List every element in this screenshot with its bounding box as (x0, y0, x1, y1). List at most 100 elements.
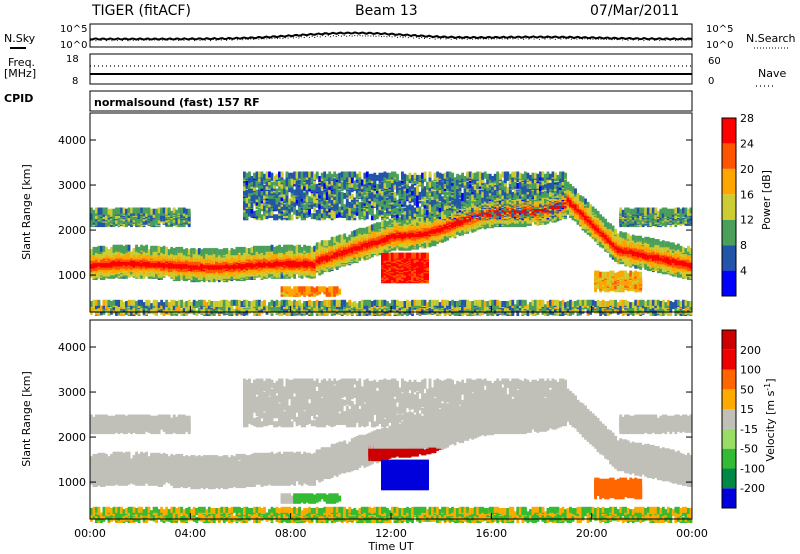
power-cell (373, 214, 377, 221)
power-cell (243, 183, 246, 190)
power-cell (135, 244, 139, 251)
power-cell (373, 223, 377, 230)
power-cell (202, 299, 206, 306)
power-cell (381, 200, 384, 207)
power-cell (263, 173, 266, 180)
power-cell (253, 180, 256, 187)
power-cell (288, 186, 292, 193)
power-cell (370, 214, 374, 221)
power-cell (253, 245, 256, 252)
power-cell (253, 194, 256, 200)
power-cell (293, 245, 297, 252)
power-cell (202, 252, 206, 259)
power-cell (345, 198, 349, 205)
power-cell (233, 249, 236, 256)
power-cell (360, 227, 364, 234)
power-cell (383, 223, 387, 230)
power-cell (142, 302, 146, 309)
power-cell (263, 185, 266, 191)
power-cell (195, 301, 199, 307)
power-cell (303, 301, 307, 307)
power-cell (315, 209, 319, 216)
power-cell (323, 171, 327, 178)
power-cell (320, 301, 324, 307)
power-cell (250, 274, 254, 280)
power-cell (127, 207, 131, 214)
power-cell (112, 299, 116, 306)
power-cell (230, 299, 234, 306)
power-cell (320, 190, 324, 197)
power-cell (157, 217, 161, 224)
power-cell (145, 207, 149, 214)
power-cell (353, 301, 357, 307)
power-cell (323, 191, 327, 198)
power-cell (295, 209, 299, 216)
cpid-text: normalsound (fast) 157 RF (94, 96, 260, 109)
power-cell (343, 299, 347, 306)
power-cell (328, 177, 332, 184)
power-cell (381, 189, 384, 196)
power-cell (100, 207, 103, 214)
power-cell (105, 246, 108, 253)
power-cell (278, 301, 281, 307)
power-cell (268, 171, 271, 178)
power-cell (210, 306, 214, 313)
power-cell (273, 246, 276, 253)
power-cell (318, 246, 322, 253)
power-cell (313, 250, 317, 257)
power-cell (328, 206, 332, 213)
power-cell (360, 190, 364, 197)
power-cell (137, 246, 141, 253)
power-cell (370, 310, 374, 316)
power-cell (200, 299, 204, 306)
station-title: TIGER (fitACF) (91, 3, 191, 19)
power-cell (142, 250, 146, 257)
power-cell (308, 245, 312, 252)
power-cell (348, 234, 352, 241)
power-cell (207, 307, 211, 314)
power-cell (243, 195, 246, 202)
power-cell (383, 299, 387, 306)
power-cell (255, 303, 259, 310)
power-cell (172, 207, 176, 214)
power-cell (308, 208, 312, 215)
power-cell (350, 231, 354, 238)
power-cell (135, 306, 139, 313)
power-cell (245, 179, 249, 186)
power-cell (243, 299, 246, 306)
power-cell (298, 244, 302, 251)
power-cell (157, 245, 161, 252)
power-cell (325, 198, 329, 205)
power-cell (170, 210, 174, 217)
power-cell (295, 306, 299, 313)
power-cell (283, 286, 286, 293)
power-cell (330, 173, 334, 180)
power-cell (245, 299, 249, 306)
power-cell (308, 299, 312, 306)
power-cell (255, 209, 259, 216)
power-cell (355, 173, 359, 180)
power-cell (285, 204, 289, 211)
power-cell (363, 196, 367, 203)
power-cell (157, 302, 161, 309)
power-cell (303, 174, 307, 181)
power-cell (315, 242, 319, 249)
power-cell (358, 201, 362, 208)
power-cell (167, 207, 171, 214)
power-cell (140, 216, 144, 223)
power-cell (105, 303, 108, 310)
power-cell (155, 307, 159, 314)
power-cell (303, 171, 307, 178)
power-cell (275, 251, 279, 258)
power-cell (288, 270, 292, 277)
power-cell (305, 178, 309, 185)
power-cell (325, 173, 329, 180)
power-cell (162, 245, 166, 252)
power-cell (305, 245, 309, 252)
power-cell (370, 228, 374, 235)
power-cell (305, 196, 309, 203)
power-cell (363, 299, 367, 306)
power-cell (350, 194, 354, 200)
power-cell (162, 207, 166, 214)
power-cell (345, 171, 349, 178)
